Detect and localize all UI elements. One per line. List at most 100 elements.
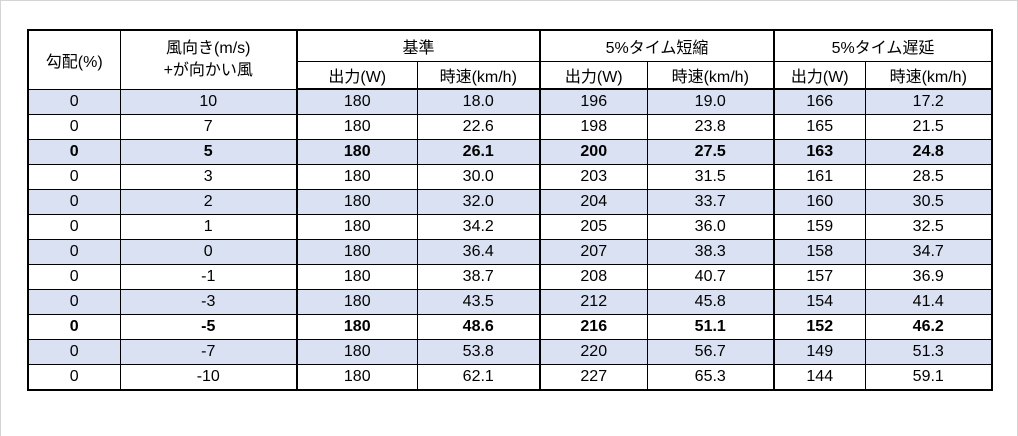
table-cell: 0 xyxy=(27,164,121,190)
table-cell: 65.3 xyxy=(646,364,775,391)
header-slower-power: 出力(W) xyxy=(773,61,866,90)
table-cell: 159 xyxy=(773,214,866,240)
header-wind: 風向き(m/s) +が向かい風 xyxy=(119,29,298,90)
table-cell: 51.3 xyxy=(864,339,993,365)
table-cell: 36.4 xyxy=(416,239,541,265)
table-cell: 158 xyxy=(773,239,866,265)
table-cell: 36.9 xyxy=(864,264,993,290)
table-cell: 152 xyxy=(773,314,866,340)
table-cell: 154 xyxy=(773,289,866,315)
table-cell: 28.5 xyxy=(864,164,993,190)
table-cell: -7 xyxy=(119,339,298,365)
table-cell: 17.2 xyxy=(864,88,993,115)
table-row: 0 -5 180 48.6 216 51.1 152 46.2 xyxy=(27,314,993,340)
table-row: 0 5 180 26.1 200 27.5 163 24.8 xyxy=(27,139,993,165)
table-cell: 45.8 xyxy=(646,289,775,315)
table-cell: 0 xyxy=(27,264,121,290)
table-cell: 161 xyxy=(773,164,866,190)
table-cell: 30.0 xyxy=(416,164,541,190)
power-speed-table: 勾配(%) 風向き(m/s) +が向かい風 基準 5%タイム短縮 5%タイム遅延… xyxy=(27,29,993,391)
table-cell: 180 xyxy=(296,189,418,215)
header-faster-speed: 時速(km/h) xyxy=(646,61,775,90)
header-base-power: 出力(W) xyxy=(296,61,418,90)
table-cell: 26.1 xyxy=(416,139,541,165)
table-cell: 160 xyxy=(773,189,866,215)
table-cell: 204 xyxy=(539,189,648,215)
table-cell: 180 xyxy=(296,339,418,365)
header-group-faster: 5%タイム短縮 xyxy=(539,29,775,62)
table-cell: 46.2 xyxy=(864,314,993,340)
table-cell: 0 xyxy=(119,239,298,265)
table-cell: 180 xyxy=(296,314,418,340)
table-cell: 227 xyxy=(539,364,648,391)
table-cell: 207 xyxy=(539,239,648,265)
header-gradient: 勾配(%) xyxy=(27,29,121,90)
table-cell: 5 xyxy=(119,139,298,165)
table-row: 0 0 180 36.4 207 38.3 158 34.7 xyxy=(27,239,993,265)
table-cell: 43.5 xyxy=(416,289,541,315)
table-cell: 41.4 xyxy=(864,289,993,315)
table-body: 0 10 180 18.0 196 19.0 166 17.2 0 7 180 22.6 198 23.8… xyxy=(27,88,993,391)
table-cell: 18.0 xyxy=(416,88,541,115)
table-row: 0 -3 180 43.5 212 45.8 154 41.4 xyxy=(27,289,993,315)
table-cell: 21.5 xyxy=(864,114,993,140)
table-cell: 30.5 xyxy=(864,189,993,215)
table-cell: 10 xyxy=(119,88,298,115)
table-cell: 180 xyxy=(296,88,418,115)
header-base-speed: 時速(km/h) xyxy=(416,61,541,90)
table-row: 0 -1 180 38.7 208 40.7 157 36.9 xyxy=(27,264,993,290)
table-cell: 51.1 xyxy=(646,314,775,340)
header-faster-power: 出力(W) xyxy=(539,61,648,90)
table-row: 0 7 180 22.6 198 23.8 165 21.5 xyxy=(27,114,993,140)
table-row: 0 -10 180 62.1 227 65.3 144 59.1 xyxy=(27,364,993,391)
table-cell: 22.6 xyxy=(416,114,541,140)
table-cell: 0 xyxy=(27,139,121,165)
table-cell: 3 xyxy=(119,164,298,190)
header-slower-speed: 時速(km/h) xyxy=(864,61,993,90)
table-cell: 27.5 xyxy=(646,139,775,165)
table-cell: 200 xyxy=(539,139,648,165)
table-cell: 56.7 xyxy=(646,339,775,365)
table-cell: 0 xyxy=(27,214,121,240)
table-cell: 198 xyxy=(539,114,648,140)
header-group-slower: 5%タイム遅延 xyxy=(773,29,993,62)
table-cell: 34.7 xyxy=(864,239,993,265)
table-cell: 180 xyxy=(296,214,418,240)
table-cell: 163 xyxy=(773,139,866,165)
table-cell: 165 xyxy=(773,114,866,140)
table-cell: 24.8 xyxy=(864,139,993,165)
table-row: 0 1 180 34.2 205 36.0 159 32.5 xyxy=(27,214,993,240)
table-cell: -5 xyxy=(119,314,298,340)
table-cell: 180 xyxy=(296,264,418,290)
table-cell: 40.7 xyxy=(646,264,775,290)
table-cell: 59.1 xyxy=(864,364,993,391)
table-cell: 48.6 xyxy=(416,314,541,340)
table-cell: 7 xyxy=(119,114,298,140)
table-cell: -10 xyxy=(119,364,298,391)
table-cell: 32.5 xyxy=(864,214,993,240)
table-cell: 0 xyxy=(27,339,121,365)
table-cell: 19.0 xyxy=(646,88,775,115)
table-cell: 216 xyxy=(539,314,648,340)
table-cell: 0 xyxy=(27,189,121,215)
table-cell: 144 xyxy=(773,364,866,391)
table-cell: 34.2 xyxy=(416,214,541,240)
table-cell: 0 xyxy=(27,314,121,340)
table-row: 0 10 180 18.0 196 19.0 166 17.2 xyxy=(27,88,993,115)
table-cell: 166 xyxy=(773,88,866,115)
table-cell: 180 xyxy=(296,139,418,165)
table-cell: 0 xyxy=(27,364,121,391)
table-cell: 2 xyxy=(119,189,298,215)
table-cell: 31.5 xyxy=(646,164,775,190)
table-cell: 180 xyxy=(296,239,418,265)
table-cell: 220 xyxy=(539,339,648,365)
table-cell: 196 xyxy=(539,88,648,115)
table-cell: 180 xyxy=(296,164,418,190)
table-cell: 180 xyxy=(296,289,418,315)
table-cell: 180 xyxy=(296,364,418,391)
table-cell: 149 xyxy=(773,339,866,365)
table-cell: 62.1 xyxy=(416,364,541,391)
header-wind-line1: 風向き(m/s) xyxy=(166,40,251,58)
table-cell: 205 xyxy=(539,214,648,240)
